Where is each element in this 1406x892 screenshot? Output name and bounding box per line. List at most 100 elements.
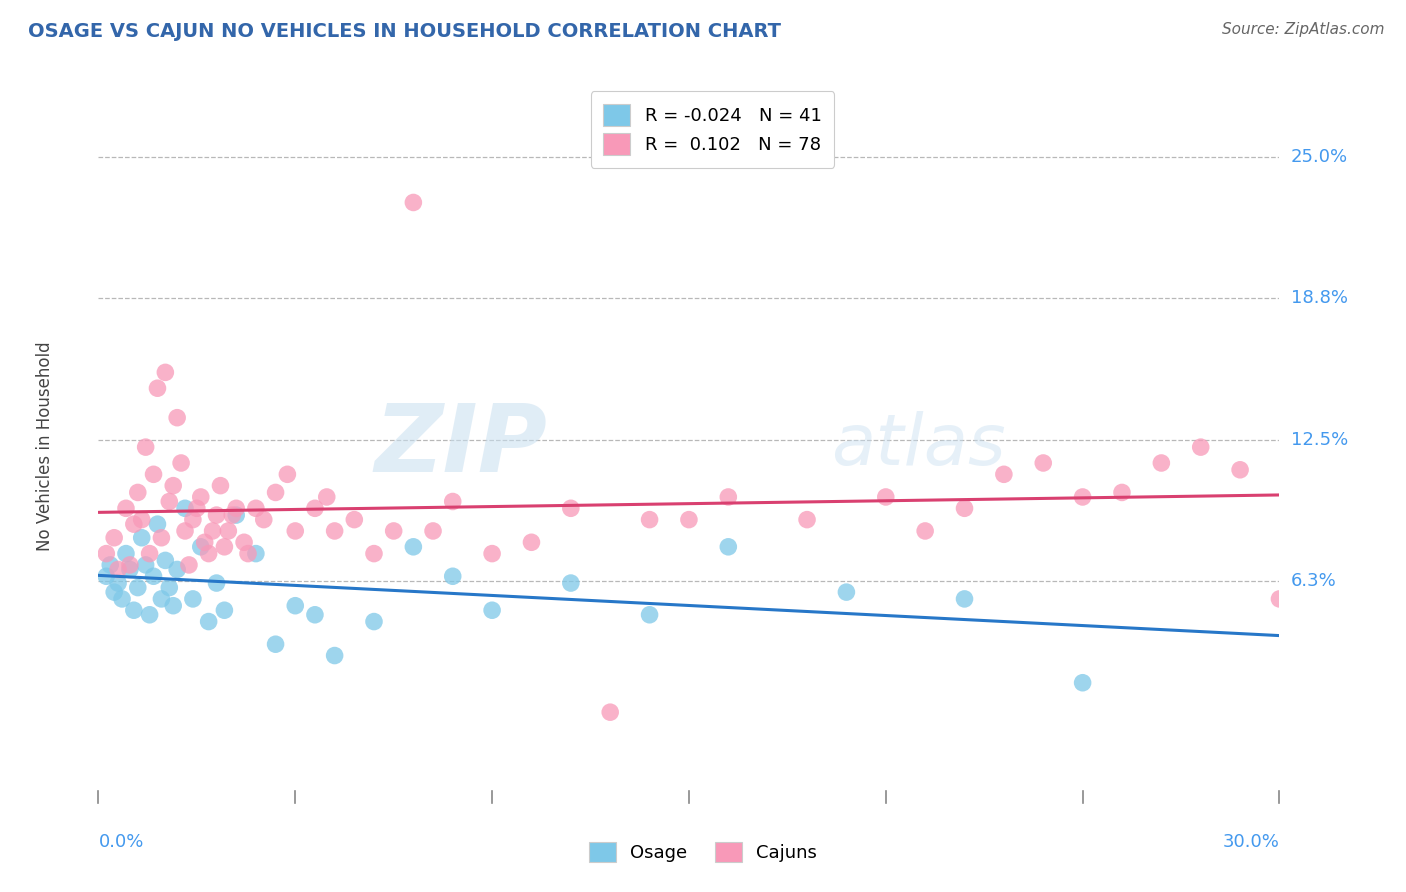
Point: [560, 501, 582, 516]
Point: [107, 562, 129, 576]
Point: [520, 535, 543, 549]
Point: [122, 603, 145, 617]
Point: [142, 569, 165, 583]
Point: [103, 531, 125, 545]
Point: [96, 547, 118, 561]
Point: [138, 607, 160, 622]
Point: [190, 540, 212, 554]
Point: [221, 508, 243, 522]
Point: [264, 637, 287, 651]
Point: [441, 494, 464, 508]
Point: [150, 531, 173, 545]
Text: 6.3%: 6.3%: [1291, 572, 1336, 590]
Point: [796, 513, 818, 527]
Point: [1268, 591, 1291, 606]
Point: [209, 478, 232, 492]
Point: [402, 540, 425, 554]
Point: [638, 513, 661, 527]
Point: [363, 615, 385, 629]
Point: [1386, 456, 1406, 470]
Point: [422, 524, 444, 538]
Point: [1150, 456, 1173, 470]
Point: [284, 599, 307, 613]
Point: [217, 524, 239, 538]
Point: [323, 524, 346, 538]
Point: [233, 535, 256, 549]
Point: [953, 591, 976, 606]
Point: [1189, 440, 1212, 454]
Point: [402, 195, 425, 210]
Point: [245, 547, 267, 561]
Point: [363, 547, 385, 561]
Point: [181, 513, 204, 527]
Point: [1327, 456, 1350, 470]
Point: [481, 603, 503, 617]
Point: [146, 381, 169, 395]
Point: [225, 501, 247, 516]
Legend: R = -0.024   N = 41, R =  0.102   N = 78: R = -0.024 N = 41, R = 0.102 N = 78: [591, 91, 834, 168]
Point: [135, 440, 157, 454]
Text: OSAGE VS CAJUN NO VEHICLES IN HOUSEHOLD CORRELATION CHART: OSAGE VS CAJUN NO VEHICLES IN HOUSEHOLD …: [28, 22, 782, 41]
Point: [115, 501, 138, 516]
Text: 18.8%: 18.8%: [1291, 289, 1347, 307]
Point: [304, 501, 326, 516]
Point: [177, 558, 200, 572]
Point: [174, 501, 197, 516]
Point: [835, 585, 858, 599]
Point: [131, 531, 153, 545]
Point: [953, 501, 976, 516]
Point: [157, 494, 180, 508]
Point: [560, 576, 582, 591]
Point: [118, 562, 141, 576]
Text: 25.0%: 25.0%: [1291, 148, 1348, 166]
Point: [96, 569, 118, 583]
Point: [382, 524, 405, 538]
Point: [190, 490, 212, 504]
Text: 12.5%: 12.5%: [1291, 432, 1348, 450]
Point: [638, 607, 661, 622]
Point: [118, 558, 141, 572]
Text: Source: ZipAtlas.com: Source: ZipAtlas.com: [1222, 22, 1385, 37]
Point: [1032, 456, 1054, 470]
Point: [264, 485, 287, 500]
Point: [166, 410, 188, 425]
Point: [127, 485, 149, 500]
Point: [276, 467, 298, 482]
Point: [146, 517, 169, 532]
Point: [162, 599, 184, 613]
Point: [157, 581, 180, 595]
Point: [115, 547, 138, 561]
Point: [1229, 463, 1251, 477]
Point: [194, 535, 217, 549]
Text: No Vehicles in Household: No Vehicles in Household: [37, 341, 55, 551]
Point: [304, 607, 326, 622]
Point: [717, 490, 740, 504]
Point: [481, 547, 503, 561]
Point: [197, 615, 219, 629]
Point: [201, 524, 224, 538]
Point: [323, 648, 346, 663]
Point: [111, 591, 134, 606]
Point: [253, 513, 276, 527]
Point: [1111, 485, 1133, 500]
Point: [98, 558, 121, 572]
Legend: Osage, Cajuns: Osage, Cajuns: [582, 834, 824, 870]
Point: [214, 540, 236, 554]
Point: [678, 513, 700, 527]
Point: [875, 490, 897, 504]
Text: ZIP: ZIP: [374, 400, 547, 492]
Point: [236, 547, 259, 561]
Point: [441, 569, 464, 583]
Point: [127, 581, 149, 595]
Point: [315, 490, 337, 504]
Point: [107, 576, 129, 591]
Point: [284, 524, 307, 538]
Point: [245, 501, 267, 516]
Text: 30.0%: 30.0%: [1223, 833, 1279, 851]
Point: [150, 591, 173, 606]
Point: [1288, 467, 1310, 482]
Point: [343, 513, 366, 527]
Point: [181, 591, 204, 606]
Point: [142, 467, 165, 482]
Point: [205, 508, 228, 522]
